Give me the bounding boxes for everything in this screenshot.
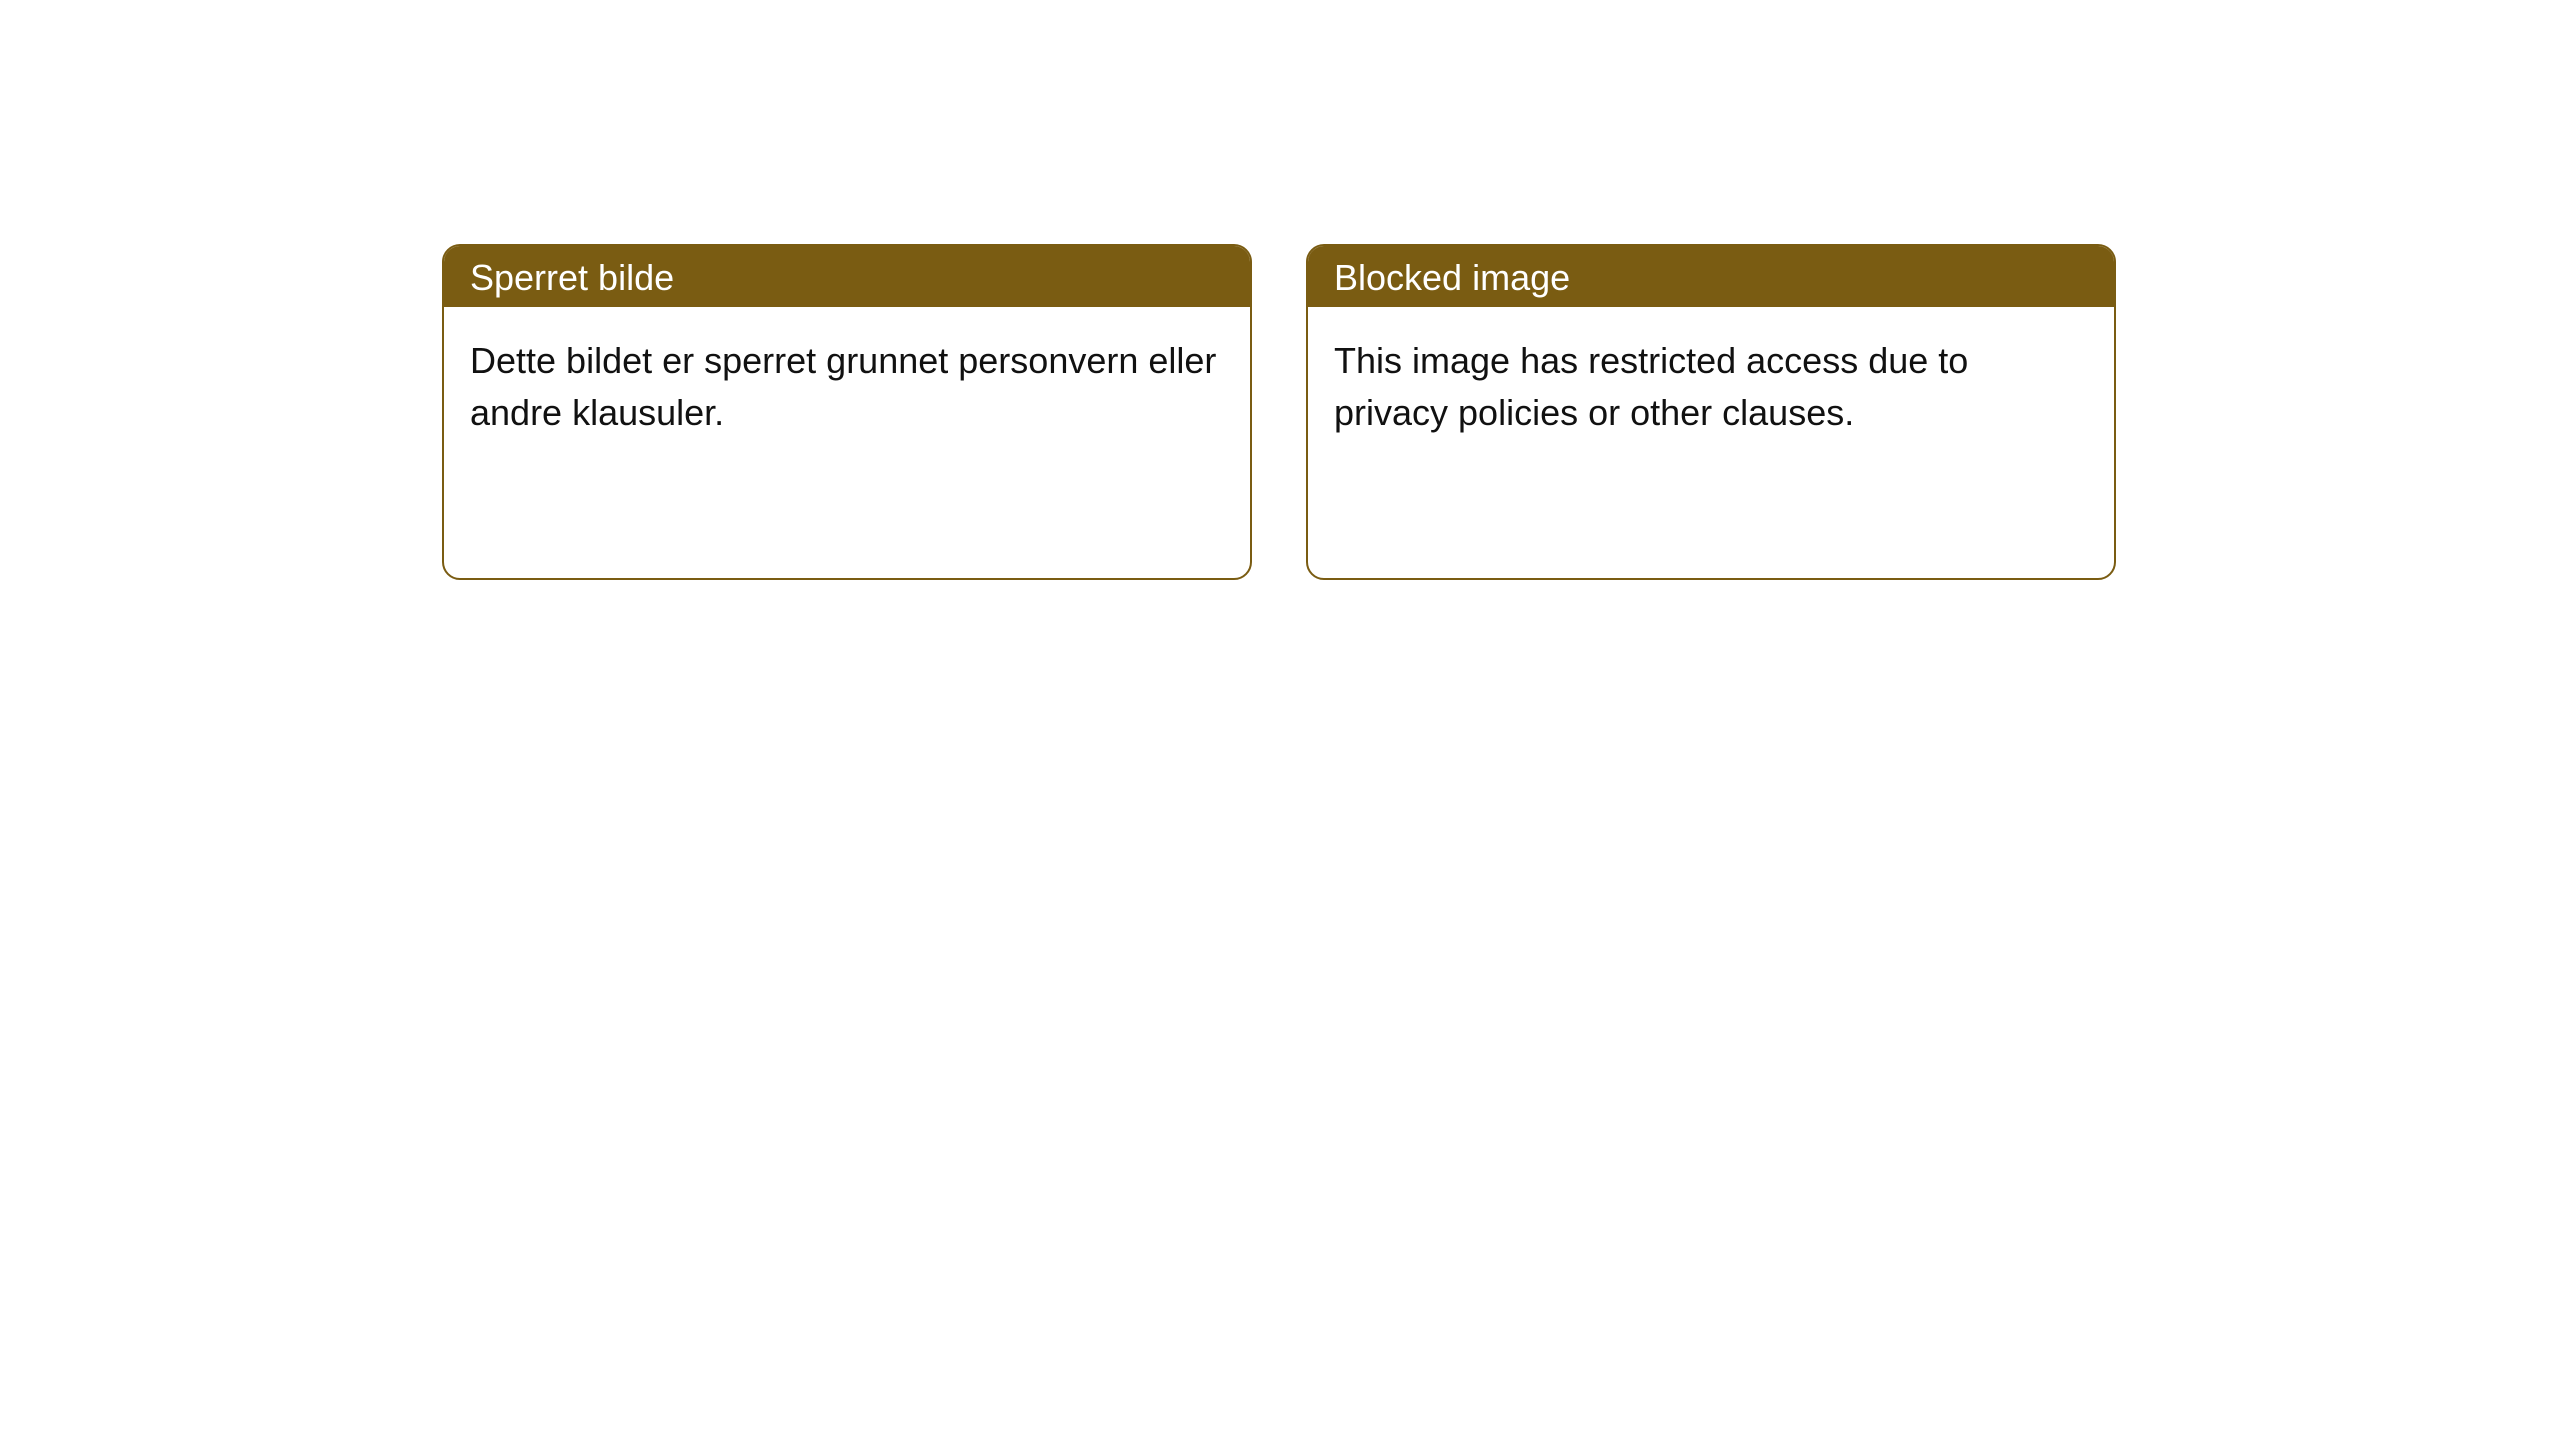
blocked-image-card-no: Sperret bilde Dette bildet er sperret gr… bbox=[442, 244, 1252, 580]
card-body: This image has restricted access due to … bbox=[1308, 307, 2114, 578]
card-title: Sperret bilde bbox=[470, 257, 674, 298]
notice-container: Sperret bilde Dette bildet er sperret gr… bbox=[442, 244, 2116, 580]
card-body: Dette bildet er sperret grunnet personve… bbox=[444, 307, 1250, 578]
card-title: Blocked image bbox=[1334, 257, 1570, 298]
card-body-text: Dette bildet er sperret grunnet personve… bbox=[470, 340, 1216, 433]
card-body-text: This image has restricted access due to … bbox=[1334, 340, 1968, 433]
blocked-image-card-en: Blocked image This image has restricted … bbox=[1306, 244, 2116, 580]
card-header: Blocked image bbox=[1308, 246, 2114, 307]
card-header: Sperret bilde bbox=[444, 246, 1250, 307]
